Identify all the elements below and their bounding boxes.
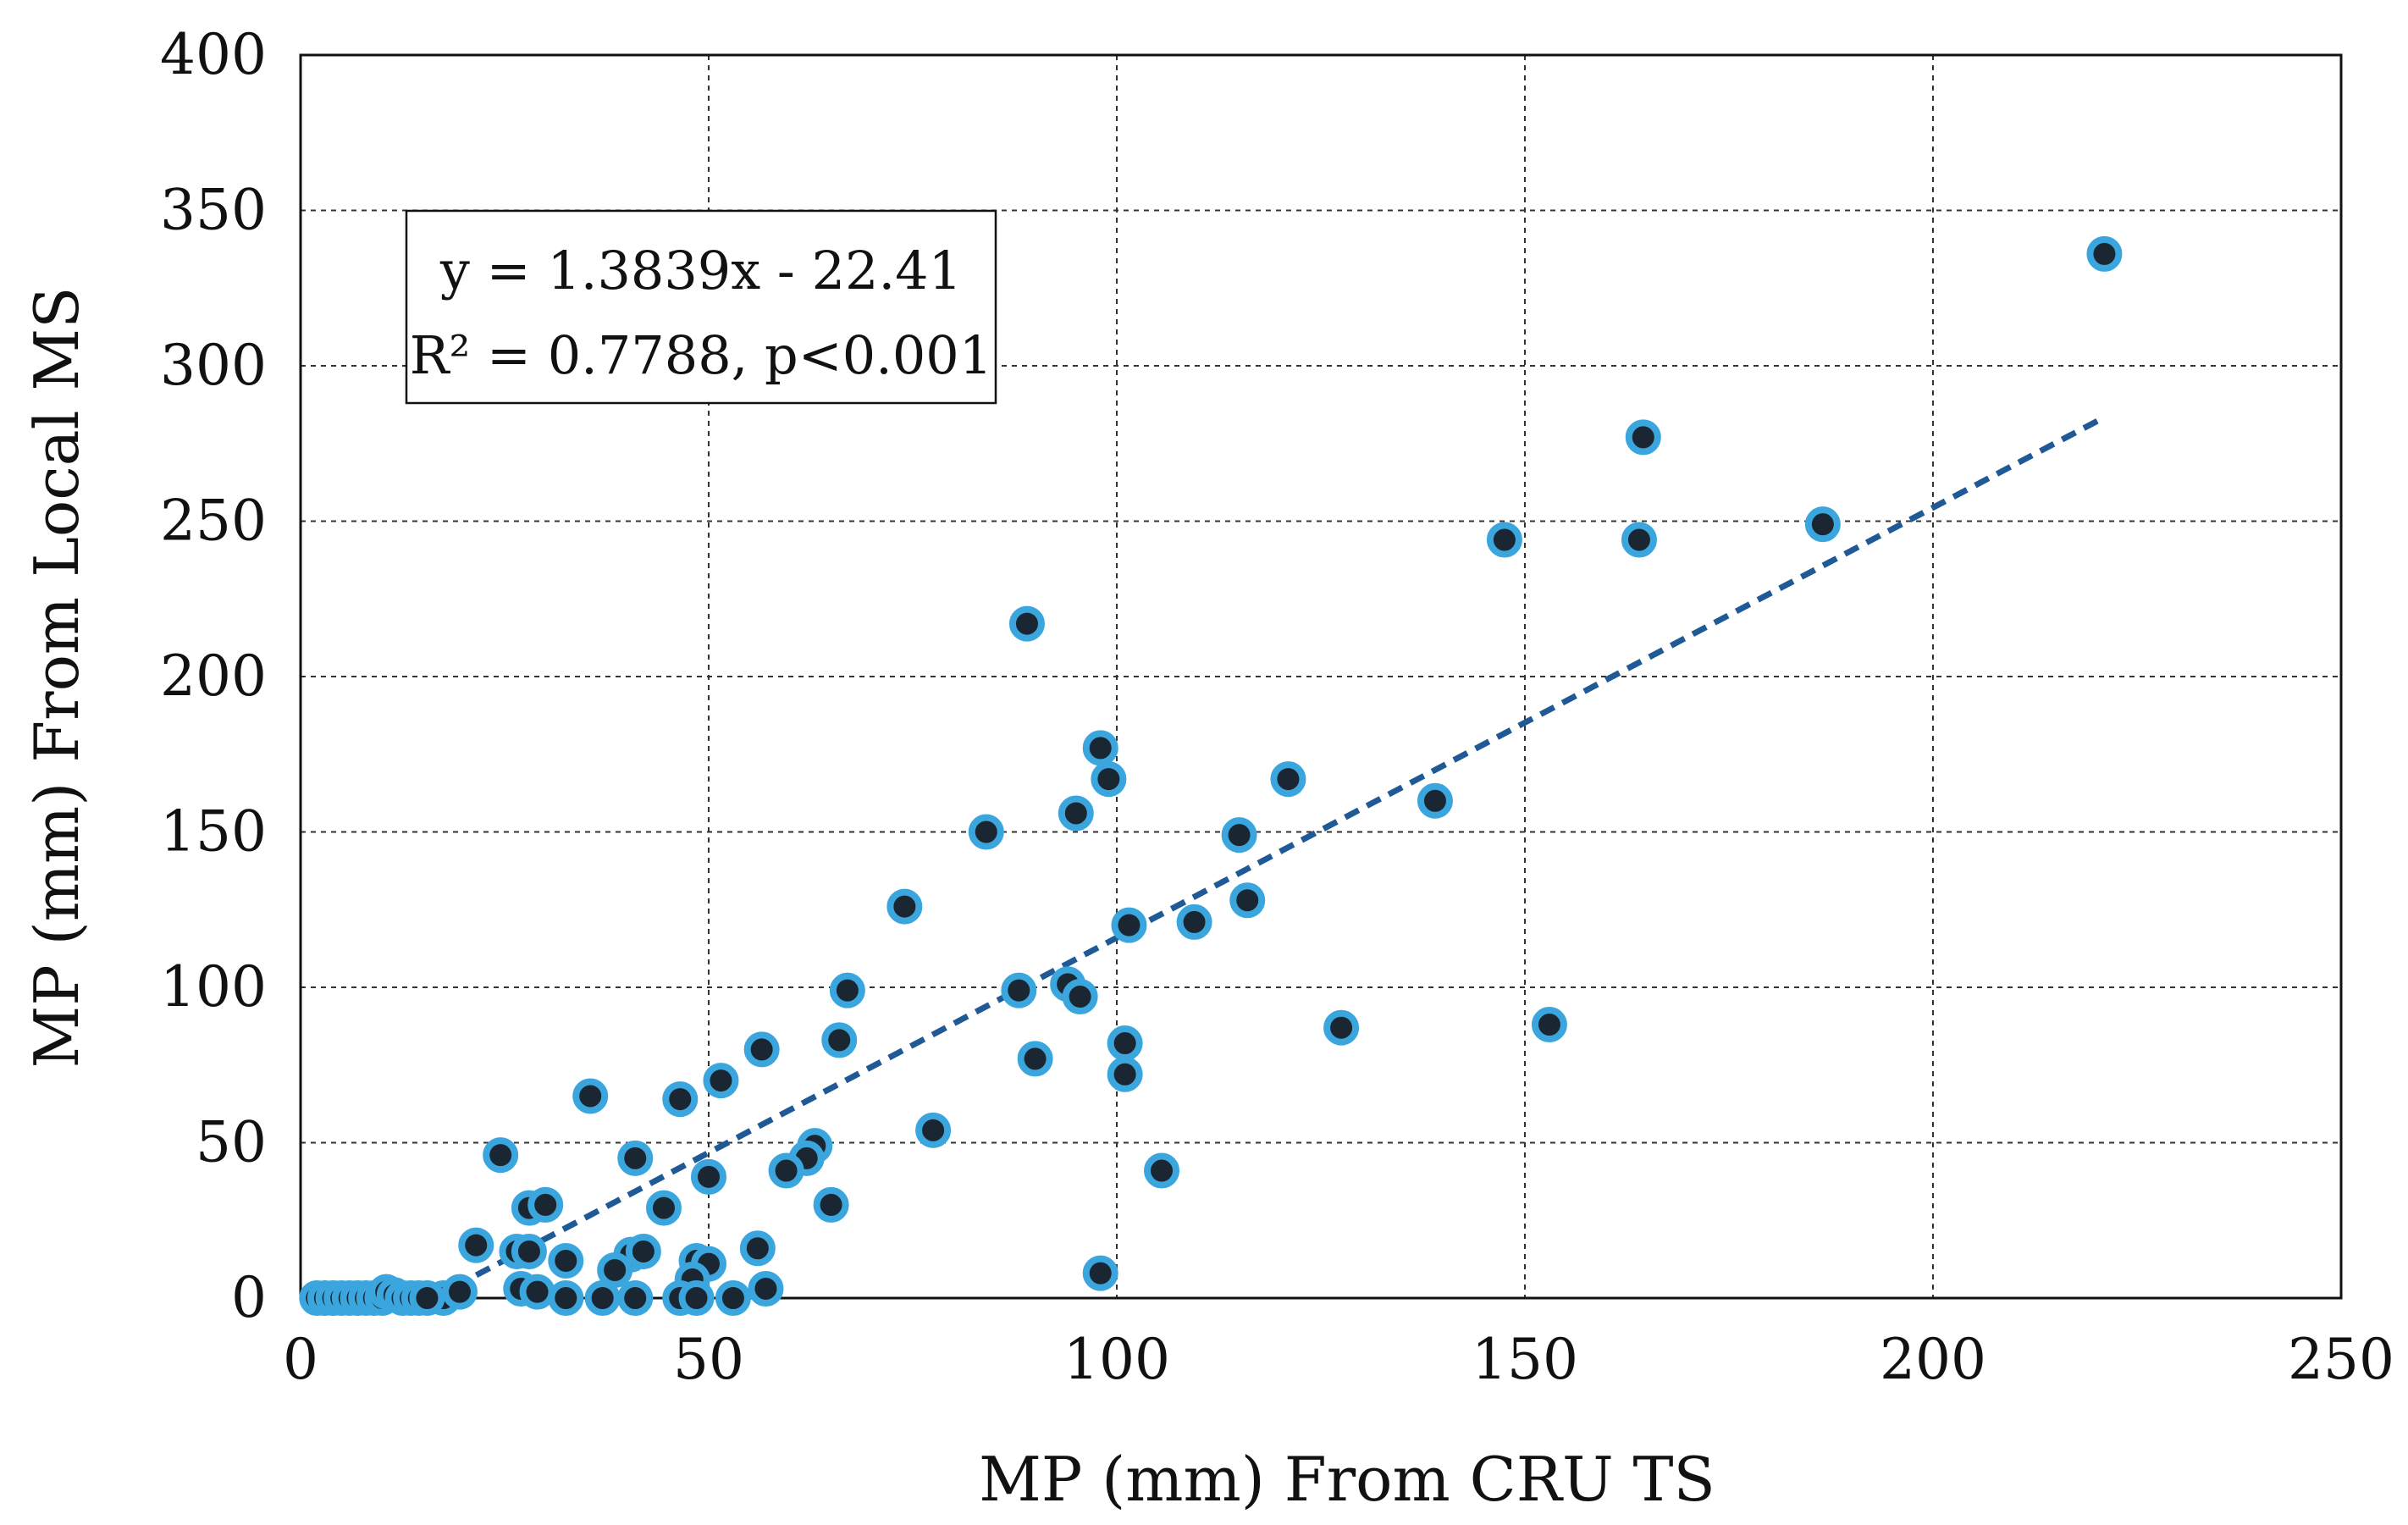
data-point	[1621, 522, 1657, 558]
data-point	[691, 1158, 726, 1195]
data-point	[1111, 907, 1147, 943]
data-point	[617, 1140, 654, 1176]
data-point	[739, 1230, 776, 1267]
y-tick-label: 150	[160, 799, 267, 865]
x-axis-tick-labels: 0 50 100 150 200 250	[283, 1327, 2394, 1392]
data-point	[1221, 817, 1257, 854]
data-point	[645, 1190, 682, 1226]
x-tick-label: 200	[1880, 1327, 1986, 1392]
trendline	[431, 414, 2107, 1301]
y-tick-label: 250	[160, 489, 267, 554]
equation-box: y = 1.3839x - 22.41 R² = 0.7788, p<0.001	[405, 209, 997, 405]
data-point	[703, 1063, 739, 1099]
data-point	[527, 1186, 564, 1223]
data-point	[1417, 782, 1453, 819]
x-tick-label: 100	[1063, 1327, 1170, 1392]
y-axis-tick-labels: 0 50 100 150 200 250 300 350 400	[160, 22, 267, 1330]
data-point	[458, 1227, 494, 1263]
regression-equation: y = 1.3839x - 22.41	[439, 240, 962, 301]
x-tick-label: 0	[283, 1327, 318, 1392]
data-point	[1082, 730, 1118, 766]
y-tick-label: 350	[160, 178, 267, 243]
data-point	[1058, 795, 1094, 832]
data-points	[299, 235, 2123, 1316]
data-point	[1107, 1056, 1143, 1092]
data-point	[768, 1152, 804, 1189]
data-point	[511, 1233, 547, 1269]
y-tick-label: 300	[160, 333, 267, 398]
data-point	[519, 1274, 555, 1310]
data-point	[829, 972, 865, 1008]
data-point	[1082, 1255, 1118, 1291]
data-point	[1176, 903, 1212, 940]
data-point	[572, 1078, 609, 1114]
data-point	[483, 1137, 519, 1174]
data-point	[662, 1081, 699, 1118]
data-point	[1486, 522, 1522, 558]
x-tick-label: 50	[673, 1327, 744, 1392]
y-tick-label: 200	[160, 644, 267, 709]
y-tick-label: 0	[231, 1265, 267, 1330]
data-point	[915, 1112, 952, 1148]
y-tick-label: 50	[196, 1110, 267, 1175]
y-tick-label: 100	[160, 954, 267, 1019]
data-point	[625, 1233, 661, 1269]
y-axis-title: MP (mm) From Local MS	[21, 287, 92, 1069]
data-point	[748, 1270, 784, 1307]
data-point	[1323, 1009, 1360, 1046]
data-point	[584, 1280, 621, 1316]
data-point	[441, 1274, 478, 1310]
data-point	[1107, 1025, 1143, 1062]
data-point	[1270, 761, 1306, 798]
equation-box-frame	[405, 209, 997, 405]
data-point	[1001, 972, 1037, 1008]
data-point	[1008, 605, 1045, 642]
data-point	[813, 1186, 849, 1223]
x-tick-label: 150	[1472, 1327, 1578, 1392]
x-tick-label: 250	[2288, 1327, 2394, 1392]
data-point	[1062, 979, 1098, 1015]
data-point	[886, 888, 923, 925]
data-point	[1531, 1007, 1567, 1043]
y-tick-label: 400	[160, 22, 267, 87]
data-point	[1625, 419, 1661, 456]
data-point	[1017, 1041, 1053, 1077]
data-point	[409, 1280, 445, 1316]
data-point	[678, 1280, 715, 1316]
data-point	[2086, 235, 2123, 272]
data-point	[1144, 1152, 1180, 1189]
regression-stats: R² = 0.7788, p<0.001	[410, 324, 992, 386]
data-point	[597, 1251, 633, 1288]
data-point	[821, 1022, 858, 1058]
data-point	[1229, 882, 1266, 919]
plot-area-frame	[299, 53, 2343, 1300]
data-point	[715, 1280, 751, 1316]
x-axis-title: MP (mm) From CRU TS	[979, 1444, 1715, 1515]
data-point	[1091, 761, 1127, 798]
data-point	[968, 814, 1004, 850]
data-point	[1804, 506, 1841, 543]
data-point	[548, 1242, 584, 1279]
data-point	[617, 1280, 654, 1316]
data-point	[548, 1280, 584, 1316]
data-point	[743, 1031, 780, 1068]
